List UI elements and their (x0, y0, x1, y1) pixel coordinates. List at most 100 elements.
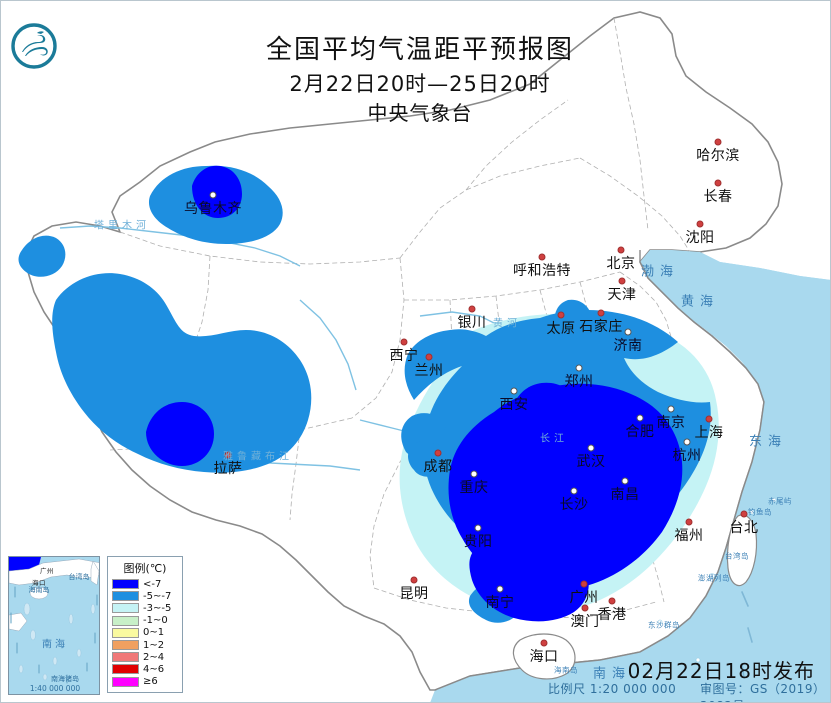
legend-row: -1~0 (112, 615, 178, 627)
inset-label: 海南岛 (28, 586, 50, 594)
city-marker-dot (538, 253, 546, 261)
anomaly-band-lt7-xinjiang (192, 165, 242, 218)
city-label: 海口 (529, 649, 559, 665)
anomaly-band-lt7-core-south (469, 534, 589, 622)
city-marker-dot (696, 220, 704, 228)
city-marker-dot (714, 138, 722, 146)
sea-label: 东海 (748, 434, 788, 450)
sea-label: 渤海 (640, 264, 680, 280)
city-label: 昆明 (399, 586, 429, 602)
city-marker-dot (575, 364, 583, 372)
legend-swatch (112, 640, 139, 651)
city-marker-dot (667, 405, 675, 413)
city-label: 成都 (423, 459, 453, 475)
city-label: 合肥 (625, 424, 655, 440)
legend-swatch (112, 591, 139, 602)
south-china-sea-inset-map: 南海 南海诸岛 台湾岛 海南岛 海口 广州 1:40 000 000 (8, 556, 100, 695)
legend-row: -3~-5 (112, 602, 178, 614)
legend-swatch (112, 603, 139, 614)
sea-label: 钓鱼岛 (748, 507, 772, 517)
city-label: 广州 (569, 590, 599, 606)
city-marker-dot (496, 585, 504, 593)
city-label: 重庆 (459, 480, 489, 496)
city-marker-dot (400, 338, 408, 346)
city-marker-dot (683, 438, 691, 446)
river-label: 黄河 (493, 318, 521, 330)
river-label: 长江 (540, 433, 568, 445)
legend-row: 1~2 (112, 639, 178, 651)
legend-row: 2~4 (112, 651, 178, 663)
maritime-boundary (741, 591, 753, 679)
taiwan-island (726, 514, 758, 587)
city-marker-dot (580, 580, 588, 588)
sea-label: 东沙群岛 (648, 620, 680, 630)
issuing-agency: 中央气象台 (367, 101, 473, 126)
legend-row: 0~1 (112, 627, 178, 639)
coastline-stroke (434, 250, 765, 691)
anomaly-band-m3m5-border-west (18, 235, 66, 277)
city-label: 澳门 (570, 614, 600, 630)
anomaly-band-lt7-tibet (146, 402, 214, 466)
legend-row: 4~6 (112, 663, 178, 675)
city-marker-dot (740, 510, 748, 518)
small-islands (647, 497, 777, 679)
legend-swatch (112, 627, 139, 638)
legend-swatch (112, 615, 139, 626)
inset-label: 南海 (42, 639, 68, 651)
inset-label: 广州 (40, 567, 54, 575)
legend-row: <-7 (112, 578, 178, 590)
anomaly-band-m5m7-north-tongue (554, 299, 592, 340)
legend-swatch (112, 652, 139, 663)
city-marker-dot (474, 524, 482, 532)
legend-label: 0~1 (143, 627, 165, 639)
city-marker-dot (617, 246, 625, 254)
city-label: 贵阳 (463, 534, 493, 550)
city-marker-dot (714, 179, 722, 187)
legend-swatch (112, 664, 139, 675)
legend-swatch (112, 579, 139, 590)
city-label: 台北 (729, 520, 759, 536)
legend-label: -5~-7 (143, 590, 172, 602)
legend-label: -1~0 (143, 615, 168, 627)
city-marker-dot (608, 597, 616, 605)
inset-label: 南海诸岛 (51, 675, 79, 683)
map-title-block: 全国平均气温距平预报图 2月22日20时—25日20时 中央气象台 (180, 35, 660, 127)
sea-label: 澎湖列岛 (698, 573, 730, 583)
city-label: 长沙 (559, 497, 589, 513)
release-time: 02月22日18时发布 (627, 659, 815, 683)
city-label: 呼和浩特 (513, 263, 571, 279)
inset-scale-text: 1:40 000 000 (29, 684, 81, 693)
city-label: 天津 (607, 287, 637, 303)
city-marker-dot (510, 387, 518, 395)
city-label: 上海 (694, 425, 724, 441)
city-label: 西安 (499, 397, 529, 413)
city-marker-dot (224, 451, 232, 459)
city-label: 福州 (674, 528, 704, 544)
legend-label: 2~4 (143, 651, 165, 663)
city-marker-dot (570, 487, 578, 495)
city-marker-dot (425, 353, 433, 361)
city-label: 长春 (703, 189, 733, 205)
city-label: 南昌 (610, 487, 640, 503)
river-label: 塔里木河 (94, 220, 150, 232)
city-marker-dot (470, 470, 478, 478)
city-marker-dot (581, 604, 589, 612)
city-marker-dot (618, 277, 626, 285)
city-label: 银川 (457, 315, 487, 331)
city-marker-dot (621, 477, 629, 485)
city-label: 南京 (656, 415, 686, 431)
legend-label: 1~2 (143, 639, 165, 651)
city-label: 石家庄 (579, 319, 623, 335)
city-marker-dot (468, 305, 476, 313)
cma-dragon-logo-icon (11, 23, 57, 69)
city-marker-dot (434, 449, 442, 457)
city-label: 兰州 (414, 363, 444, 379)
inset-label: 海口 (32, 579, 46, 587)
city-label: 武汉 (576, 454, 606, 470)
city-label: 济南 (613, 338, 643, 354)
sea-label: 海南岛 (554, 665, 578, 675)
approval-number: 审图号：GS（2019）3082号 (700, 682, 826, 703)
legend-label: -3~-5 (143, 602, 172, 614)
city-label: 拉萨 (213, 461, 243, 477)
